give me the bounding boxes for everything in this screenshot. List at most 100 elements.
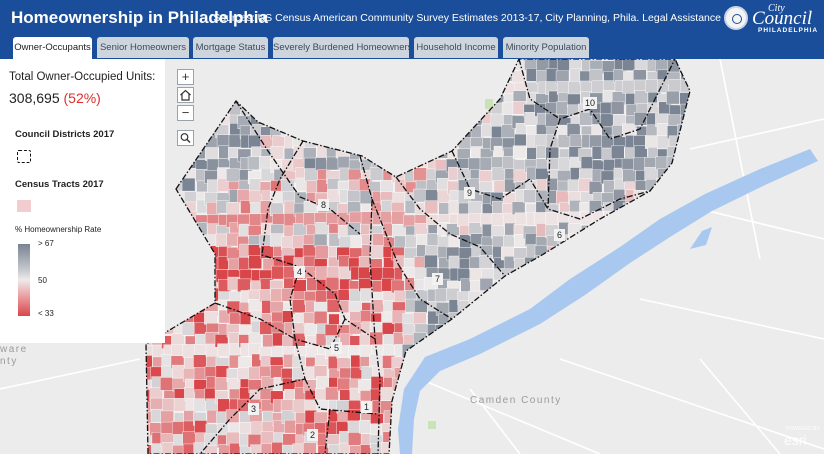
census-tract[interactable] xyxy=(424,254,438,269)
census-tract[interactable] xyxy=(589,134,603,149)
tab-mortgage-status[interactable]: Mortgage Status xyxy=(193,37,268,58)
census-tract[interactable] xyxy=(369,167,384,181)
census-tract[interactable] xyxy=(161,398,176,412)
census-tract[interactable] xyxy=(666,90,680,105)
census-tract[interactable] xyxy=(280,179,295,193)
tab-owner-occupants[interactable]: Owner-Occupants xyxy=(13,37,92,59)
census-tract[interactable] xyxy=(556,59,571,73)
census-tract[interactable] xyxy=(613,189,627,203)
census-tract[interactable] xyxy=(535,189,549,204)
census-tract[interactable] xyxy=(313,233,328,248)
census-tract[interactable] xyxy=(181,322,196,336)
census-tract[interactable] xyxy=(313,310,328,325)
census-tract[interactable] xyxy=(412,312,427,326)
census-tract[interactable] xyxy=(523,189,537,203)
census-tract[interactable] xyxy=(512,145,527,159)
census-tract[interactable] xyxy=(491,167,506,181)
census-tract[interactable] xyxy=(217,343,231,357)
census-tract[interactable] xyxy=(303,442,317,454)
census-tract[interactable] xyxy=(468,200,482,215)
census-tract[interactable] xyxy=(369,353,383,368)
census-tract[interactable] xyxy=(347,432,362,446)
census-tract[interactable] xyxy=(622,168,637,183)
census-tract[interactable] xyxy=(589,68,603,83)
district-number: 5 xyxy=(334,343,339,353)
logo-text-council: Council xyxy=(752,8,813,29)
census-tract[interactable] xyxy=(193,354,207,368)
census-tract[interactable] xyxy=(569,134,584,148)
search-button[interactable] xyxy=(177,130,194,146)
census-tract[interactable] xyxy=(226,202,240,216)
census-tract[interactable] xyxy=(413,188,427,203)
census-tract[interactable] xyxy=(292,299,306,313)
census-tract[interactable] xyxy=(315,245,329,259)
census-tract[interactable] xyxy=(424,200,439,214)
delaware-river xyxy=(398,149,818,454)
district-label-3: 3 xyxy=(248,403,259,415)
district-label-1: 1 xyxy=(361,401,372,413)
census-tract[interactable] xyxy=(668,79,683,93)
census-tract[interactable] xyxy=(292,399,307,413)
esri-logo[interactable]: esri xyxy=(784,432,807,448)
census-tract[interactable] xyxy=(380,387,394,401)
census-tract[interactable] xyxy=(325,386,339,401)
census-tract[interactable] xyxy=(226,168,240,182)
legend-census-tracts-label: Census Tracts 2017 xyxy=(15,179,104,190)
census-tract[interactable] xyxy=(611,145,625,160)
tab-severely-burdened-homeowners[interactable]: Severely Burdened Homeowners xyxy=(273,37,412,58)
district-number: 1 xyxy=(364,402,369,412)
census-tract[interactable] xyxy=(326,212,340,226)
census-tract[interactable] xyxy=(435,302,450,316)
census-tract[interactable] xyxy=(622,123,636,138)
total-units-percent: (52%) xyxy=(63,90,101,106)
tab-senior-homeowners[interactable]: Senior Homeowners xyxy=(97,37,189,58)
census-tract[interactable] xyxy=(634,59,649,72)
census-tract[interactable] xyxy=(181,177,196,192)
census-tract[interactable] xyxy=(261,376,275,390)
esri-powered-by: POWERED BY xyxy=(786,426,820,432)
census-tract[interactable] xyxy=(337,377,351,392)
district-number: 4 xyxy=(297,267,302,277)
census-tract[interactable] xyxy=(160,377,174,391)
census-tract[interactable] xyxy=(324,324,339,338)
district-label-4: 4 xyxy=(294,266,305,278)
census-tract[interactable] xyxy=(645,135,659,149)
census-tract[interactable] xyxy=(391,210,405,225)
census-tract[interactable] xyxy=(248,255,262,269)
census-tract[interactable] xyxy=(456,213,471,228)
census-tract[interactable] xyxy=(380,180,394,194)
census-tract[interactable] xyxy=(214,377,229,391)
census-tract[interactable] xyxy=(370,245,384,259)
census-tract[interactable] xyxy=(204,311,218,325)
census-tract[interactable] xyxy=(512,70,526,84)
tab-household-income[interactable]: Household Income xyxy=(414,37,498,58)
census-tract[interactable] xyxy=(645,79,659,93)
census-tract[interactable] xyxy=(347,190,361,204)
census-tract[interactable] xyxy=(270,146,284,160)
census-tract[interactable] xyxy=(204,445,218,454)
census-tract[interactable] xyxy=(249,213,263,228)
census-tract[interactable] xyxy=(303,212,317,227)
tab-minority-population[interactable]: Minority Population xyxy=(503,37,589,58)
census-tract[interactable] xyxy=(304,323,318,337)
home-button[interactable] xyxy=(177,87,194,103)
census-tract[interactable] xyxy=(514,133,528,148)
zoom-out-button[interactable]: − xyxy=(177,105,194,121)
census-tract[interactable] xyxy=(413,167,427,181)
census-tract[interactable] xyxy=(622,59,636,71)
census-tract[interactable] xyxy=(259,321,273,335)
zoom-in-button[interactable]: + xyxy=(177,69,194,85)
census-tract[interactable] xyxy=(600,113,614,128)
census-tract[interactable] xyxy=(316,399,330,414)
census-tract[interactable] xyxy=(545,212,559,226)
city-council-logo[interactable]: City Council PHILADELPHIA xyxy=(752,2,817,36)
park xyxy=(485,99,493,109)
census-tract[interactable] xyxy=(610,101,625,115)
census-tract[interactable] xyxy=(139,355,153,369)
total-units-label: Total Owner-Occupied Units: xyxy=(9,71,156,83)
census-tract[interactable] xyxy=(269,190,284,205)
census-tract[interactable] xyxy=(204,147,219,161)
census-tract[interactable] xyxy=(271,265,285,280)
census-tract[interactable] xyxy=(479,255,493,269)
